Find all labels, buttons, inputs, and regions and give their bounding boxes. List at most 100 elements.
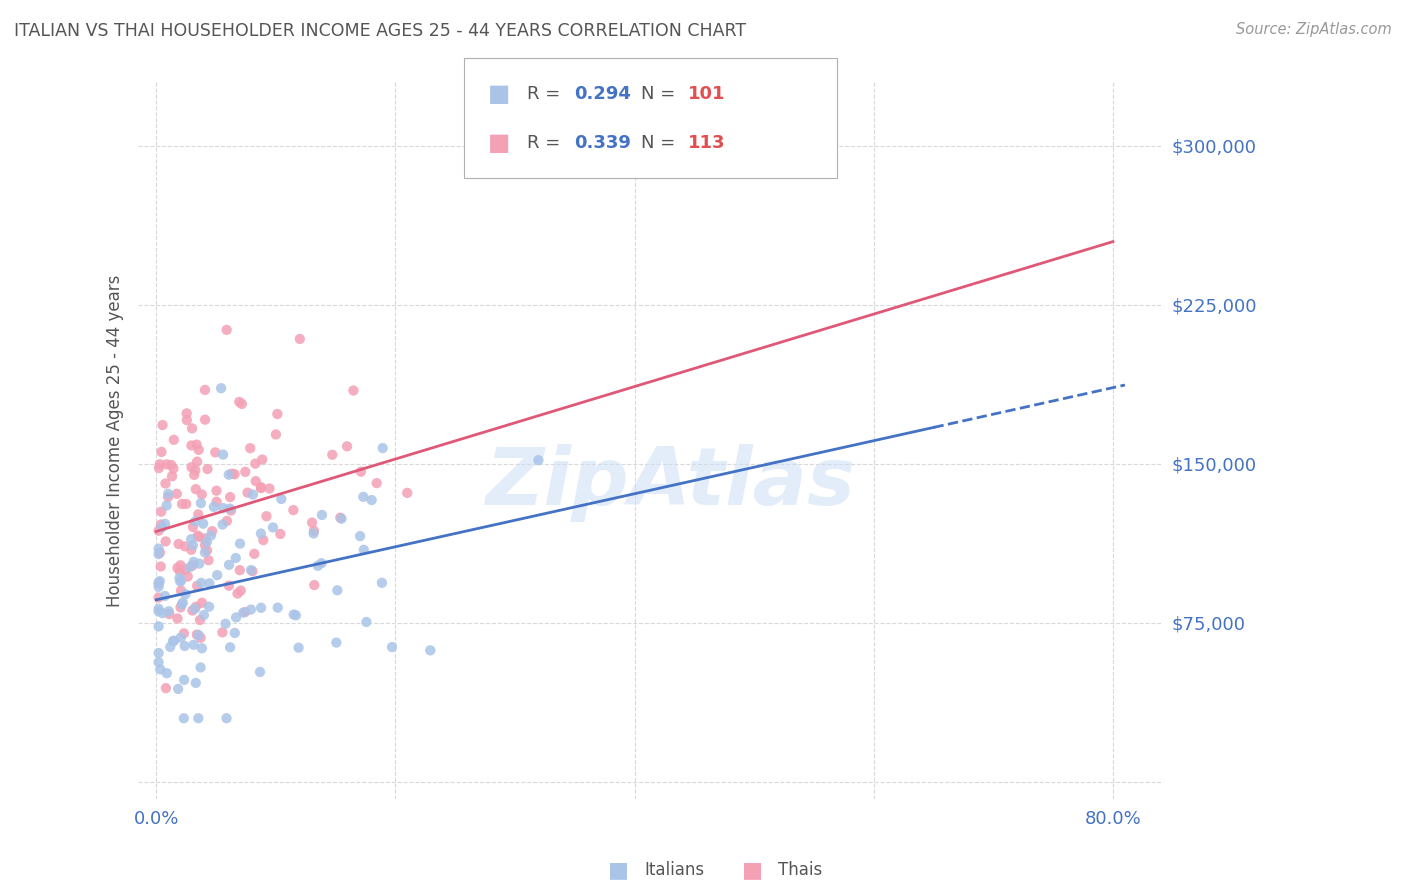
Point — [180, 438, 202, 452]
Point — [350, 465, 373, 479]
Point — [187, 508, 209, 522]
Point — [191, 596, 214, 610]
Point — [160, 469, 183, 483]
Point — [250, 480, 273, 494]
Point — [166, 611, 188, 625]
Point — [149, 457, 172, 471]
Point — [325, 635, 347, 649]
Point — [170, 598, 193, 612]
Point — [229, 563, 252, 577]
Point — [184, 599, 207, 614]
Point — [148, 524, 170, 538]
Point — [218, 467, 240, 482]
Point — [184, 463, 207, 477]
Point — [193, 608, 215, 623]
Point — [184, 676, 207, 690]
Point — [188, 613, 211, 627]
Point — [174, 587, 197, 601]
Point — [232, 606, 254, 620]
Point — [190, 496, 212, 510]
Point — [148, 646, 170, 660]
Point — [194, 538, 217, 552]
Point — [148, 461, 170, 475]
Point — [190, 575, 212, 590]
Point — [202, 500, 225, 514]
Point — [287, 640, 309, 655]
Point — [191, 641, 214, 656]
Point — [173, 673, 195, 687]
Point — [301, 516, 323, 530]
Point — [242, 564, 264, 578]
Point — [329, 510, 352, 524]
Point — [187, 711, 209, 725]
Point — [183, 467, 205, 482]
Point — [156, 499, 179, 513]
Point — [219, 490, 242, 504]
Point — [176, 406, 198, 420]
Point — [170, 631, 193, 645]
Point — [264, 427, 287, 442]
Point — [148, 601, 170, 615]
Point — [181, 603, 204, 617]
Point — [149, 546, 172, 560]
Point — [352, 490, 374, 504]
Point — [239, 441, 262, 455]
Point — [283, 503, 305, 517]
Point — [152, 417, 174, 432]
Point — [304, 578, 326, 592]
Point — [236, 485, 259, 500]
Point — [173, 711, 195, 725]
Point — [228, 395, 250, 409]
Point — [302, 524, 325, 538]
Point — [269, 527, 291, 541]
Point — [186, 455, 208, 469]
Point — [190, 660, 212, 674]
Point — [186, 437, 208, 451]
Point — [326, 583, 349, 598]
Point — [187, 442, 209, 457]
Point — [191, 516, 214, 531]
Point — [148, 655, 170, 669]
Point — [197, 553, 219, 567]
Point — [245, 474, 267, 488]
Point — [170, 497, 193, 511]
Point — [307, 558, 329, 573]
Point — [198, 576, 221, 591]
Point — [243, 547, 266, 561]
Point — [163, 433, 186, 447]
Point — [209, 381, 232, 395]
Text: 0.294: 0.294 — [574, 85, 630, 103]
Point — [194, 383, 217, 397]
Point — [229, 536, 252, 550]
Point — [219, 503, 242, 517]
Point — [200, 528, 222, 542]
Point — [148, 576, 170, 591]
Point — [336, 439, 359, 453]
Point — [267, 600, 290, 615]
Text: ■: ■ — [609, 860, 628, 880]
Point — [198, 599, 221, 614]
Point — [224, 626, 246, 640]
Point — [191, 487, 214, 501]
Point — [366, 476, 388, 491]
Point — [197, 462, 219, 476]
Text: N =: N = — [641, 85, 681, 103]
Point — [194, 545, 217, 559]
Point — [212, 501, 235, 516]
Text: ■: ■ — [488, 82, 510, 105]
Point — [187, 628, 209, 642]
Point — [172, 596, 194, 610]
Point — [250, 481, 273, 495]
Point — [205, 568, 228, 582]
Point — [148, 580, 170, 594]
Point — [167, 537, 190, 551]
Point — [330, 512, 353, 526]
Point — [360, 493, 382, 508]
Point — [188, 557, 211, 571]
Point — [183, 555, 205, 569]
Point — [214, 616, 236, 631]
Point — [249, 665, 271, 679]
Point — [353, 542, 375, 557]
Point — [176, 413, 198, 427]
Point — [170, 574, 193, 588]
